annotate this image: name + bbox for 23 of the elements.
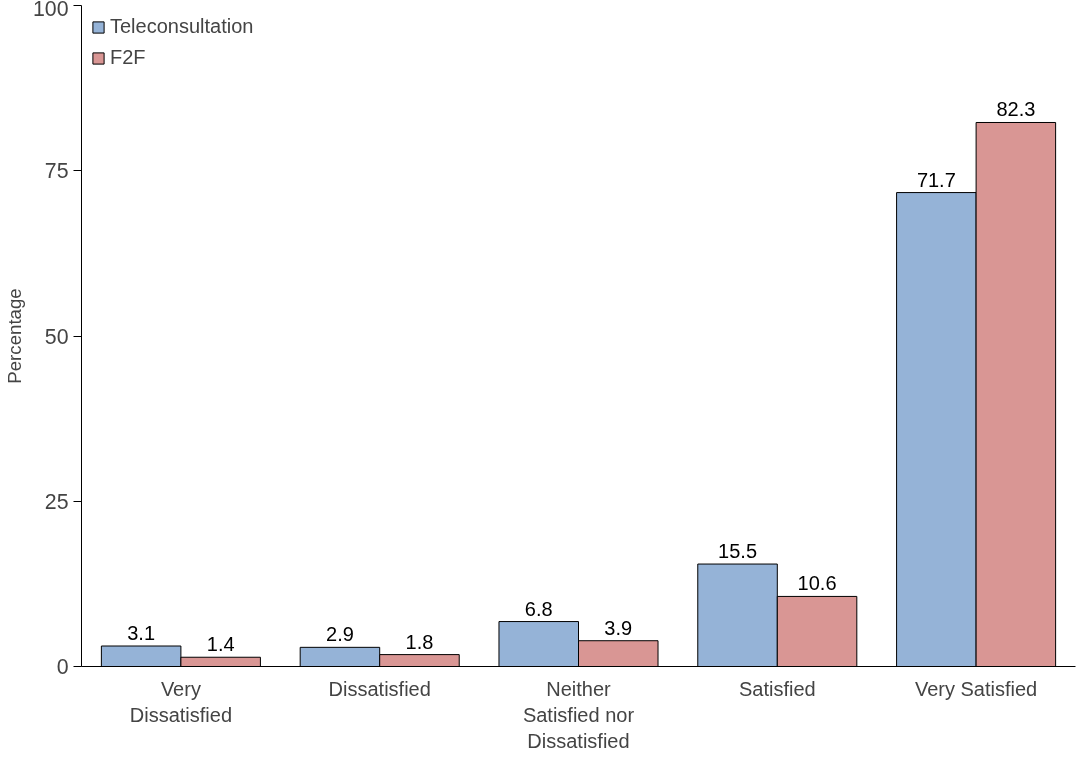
- data-label: 3.9: [604, 616, 633, 639]
- x-tick-label: Neither Satisfied nor Dissatisfied: [522, 677, 635, 753]
- legend-label: F2F: [110, 46, 146, 69]
- x-tick-label: Satisfied: [738, 677, 816, 700]
- y-tick-label: 75: [44, 159, 69, 184]
- data-label: 15.5: [718, 540, 758, 563]
- legend-label: Teleconsultation: [110, 15, 254, 38]
- y-tick-label: 50: [44, 324, 69, 349]
- y-axis-title: Percentage: [3, 288, 25, 384]
- y-tick-label: 0: [56, 655, 69, 679]
- data-label: 3.1: [127, 622, 156, 645]
- x-tick-label: Dissatisfied: [328, 677, 431, 700]
- data-label: 2.9: [326, 623, 354, 646]
- data-label: 10.6: [797, 572, 837, 595]
- y-tick-label: 25: [44, 489, 69, 514]
- data-label: 6.8: [524, 597, 553, 620]
- x-tick-label: Very Dissatisfied: [129, 677, 233, 726]
- x-tick-label: Very Satisfied: [914, 677, 1038, 700]
- data-label: 1.4: [206, 633, 235, 656]
- data-label: 1.8: [405, 630, 434, 653]
- y-tick-label: 100: [32, 0, 69, 21]
- data-label: 82.3: [996, 98, 1036, 121]
- data-label: 71.7: [916, 168, 956, 191]
